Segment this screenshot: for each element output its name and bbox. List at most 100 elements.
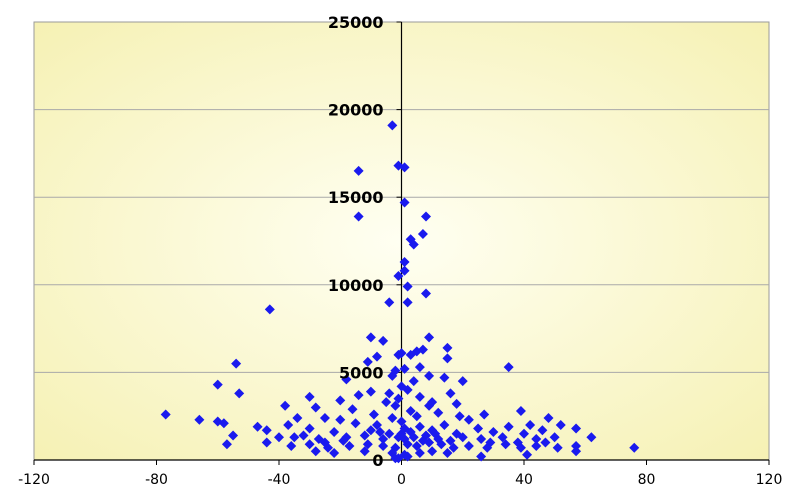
data-point (362, 439, 373, 450)
data-point (390, 400, 401, 411)
data-point (319, 437, 330, 448)
data-point (629, 442, 640, 453)
x-tick-label: 120 (756, 472, 783, 488)
x-tick-labels: -120 -80 -40 0 40 80 120 (18, 472, 782, 488)
y-tick-label: 0 (372, 451, 383, 470)
data-point (344, 440, 355, 451)
data-point (500, 439, 511, 450)
data-point (414, 421, 425, 432)
data-point (457, 432, 468, 443)
x-tick-label: 80 (638, 472, 656, 488)
data-point (359, 446, 370, 457)
data-point (503, 421, 514, 432)
data-point (531, 440, 542, 451)
data-point (393, 349, 404, 360)
data-point (335, 414, 346, 425)
data-point (433, 407, 444, 418)
data-point (160, 409, 171, 420)
x-tick-label: -40 (268, 472, 291, 488)
data-point (378, 433, 389, 444)
data-points (160, 120, 640, 464)
data-point (338, 435, 349, 446)
data-point (390, 453, 401, 464)
data-point (439, 372, 450, 383)
data-point (365, 425, 376, 436)
x-tick-label: -80 (145, 472, 168, 488)
y-tick-labels: 0 5000 10000 15000 20000 25000 (328, 13, 384, 470)
data-point (402, 297, 413, 308)
data-point (463, 440, 474, 451)
data-point (231, 358, 242, 369)
data-point (283, 419, 294, 430)
y-tick-label: 5000 (339, 363, 384, 382)
data-point (417, 435, 428, 446)
data-point (387, 370, 398, 381)
data-point (479, 409, 490, 420)
data-point (399, 257, 410, 268)
data-point (393, 393, 404, 404)
data-point (454, 411, 465, 422)
data-point (365, 332, 376, 343)
data-point (359, 430, 370, 441)
data-point (515, 442, 526, 453)
data-point (519, 428, 529, 439)
data-point (586, 432, 597, 443)
data-point (194, 414, 205, 425)
data-point (378, 440, 389, 451)
data-point (411, 440, 422, 451)
data-point (221, 439, 232, 450)
data-point (286, 440, 297, 451)
data-point (350, 418, 361, 429)
data-point (555, 419, 566, 430)
data-point (372, 419, 382, 430)
data-point (439, 419, 450, 430)
data-point (430, 428, 441, 439)
data-point (274, 432, 284, 443)
data-point (292, 412, 303, 423)
x-tick-label: -120 (18, 472, 50, 488)
data-point (212, 379, 223, 390)
data-point (442, 353, 453, 364)
data-point (399, 162, 410, 173)
data-point (381, 397, 392, 408)
data-point (280, 400, 291, 411)
data-point (384, 297, 395, 308)
data-point (353, 165, 364, 176)
data-point (424, 332, 435, 343)
data-point (399, 423, 410, 434)
data-point (571, 440, 582, 451)
data-point (304, 391, 315, 402)
y-tick-label: 25000 (328, 13, 384, 32)
data-point (375, 426, 386, 437)
data-point (396, 416, 407, 427)
data-point (362, 356, 373, 367)
data-point (405, 405, 416, 416)
data-point (402, 281, 413, 292)
data-point (552, 442, 563, 453)
data-point (353, 390, 364, 401)
data-point (427, 446, 438, 457)
data-point (417, 344, 428, 355)
data-point (378, 335, 389, 346)
data-point (368, 409, 379, 420)
data-point (402, 451, 413, 462)
data-point (304, 423, 315, 434)
data-point (414, 391, 425, 402)
data-point (393, 271, 404, 282)
data-point (442, 342, 453, 353)
data-point (540, 437, 551, 448)
data-point (522, 449, 533, 460)
data-point (473, 423, 484, 434)
data-point (347, 404, 358, 415)
data-point (543, 412, 554, 423)
data-point (252, 421, 263, 432)
data-point (442, 447, 453, 458)
data-point (329, 426, 340, 437)
data-point (414, 362, 425, 373)
data-point (525, 419, 536, 430)
x-tick-label: 0 (397, 472, 406, 488)
data-point (341, 374, 352, 385)
data-point (402, 384, 413, 395)
data-point (537, 425, 548, 436)
data-point (463, 414, 474, 425)
